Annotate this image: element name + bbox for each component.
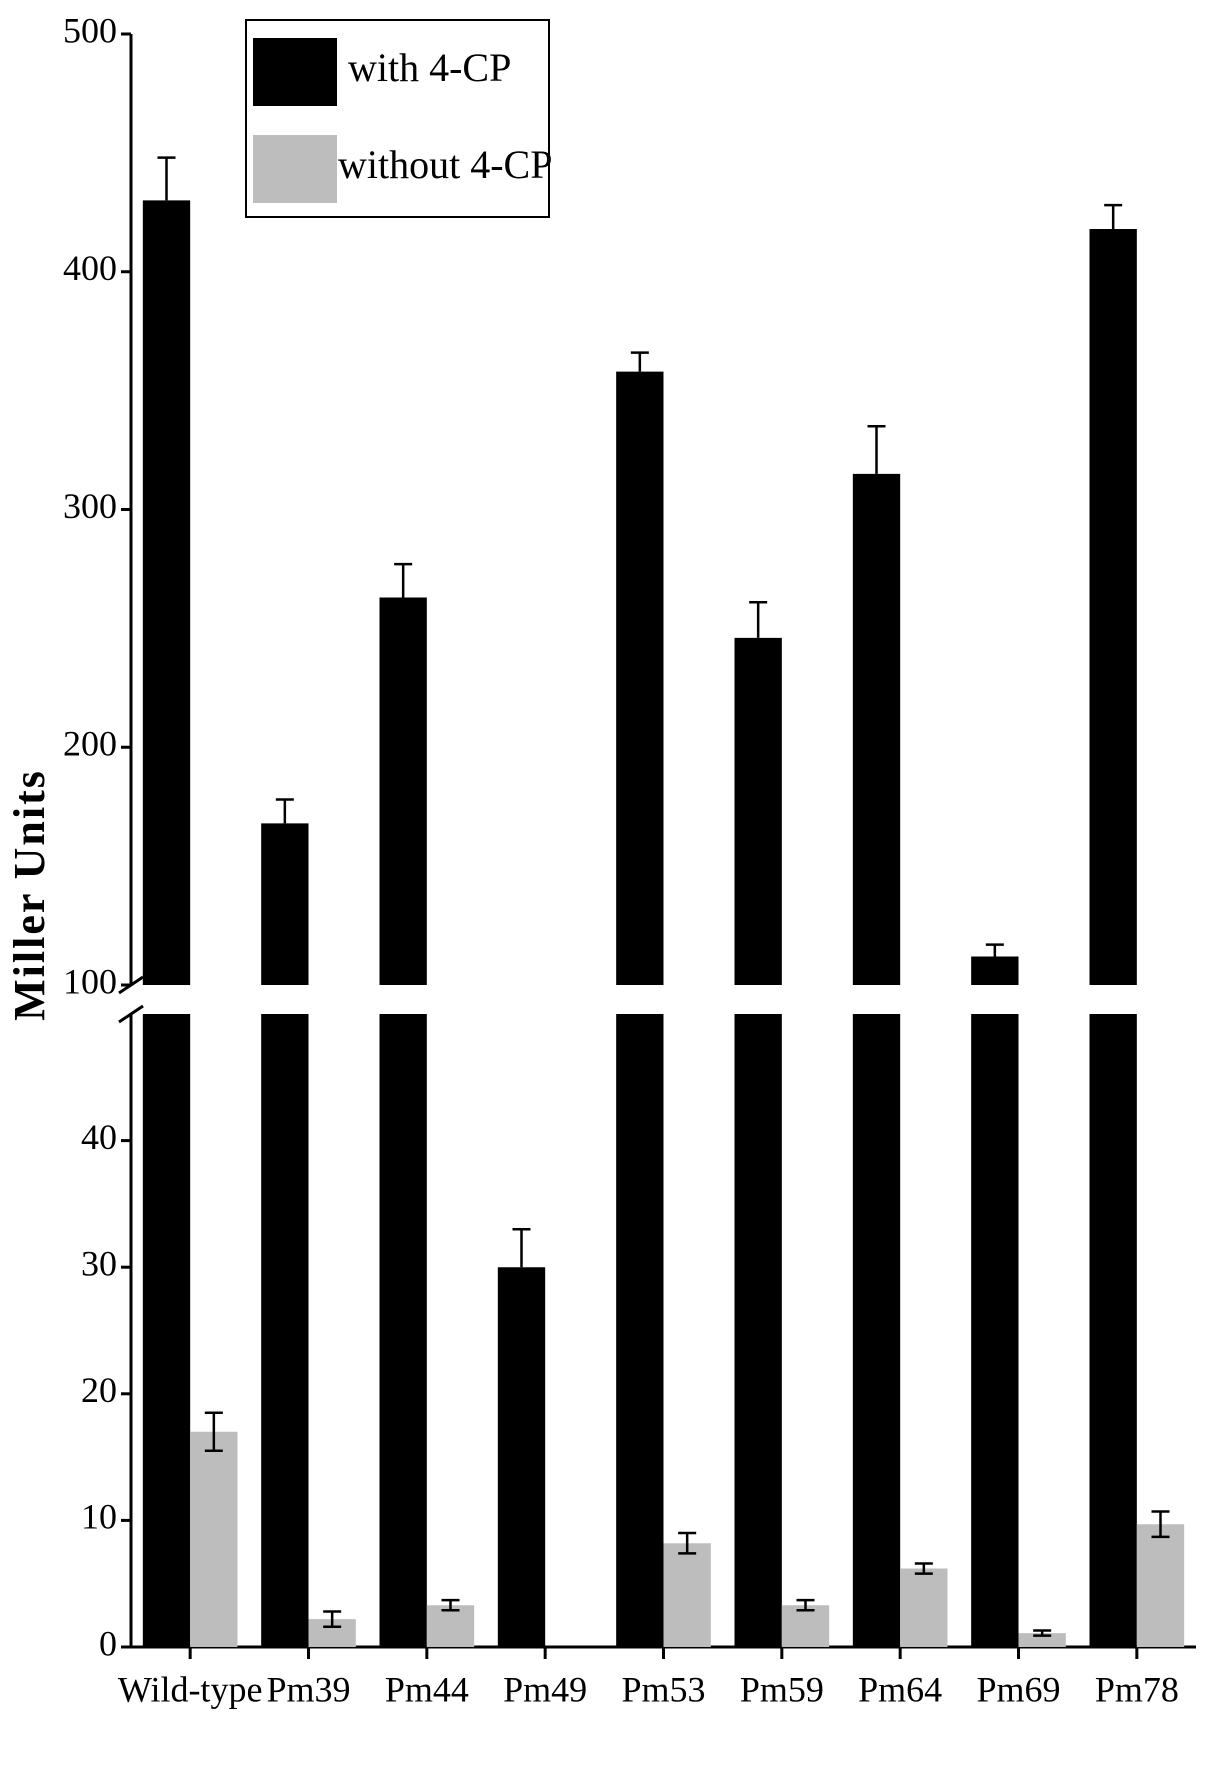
- error-bar: [1033, 1629, 1052, 1637]
- error-bar: [678, 1531, 697, 1555]
- error-bar: [394, 562, 413, 598]
- bar: [379, 597, 427, 1647]
- error-bar: [157, 156, 176, 201]
- error-bar: [796, 1598, 815, 1612]
- legend-label: without 4-CP: [338, 142, 552, 187]
- x-tick-label: Pm78: [1095, 1669, 1179, 1709]
- x-tick-label: Pm69: [976, 1669, 1060, 1709]
- y-tick-label: 200: [63, 724, 117, 764]
- bar: [190, 1431, 238, 1647]
- x-tick-label: Pm53: [621, 1669, 705, 1709]
- bar: [497, 1267, 546, 1647]
- error-bar: [441, 1598, 460, 1612]
- y-tick-label: 400: [63, 248, 117, 288]
- bar: [1018, 1633, 1066, 1647]
- y-tick-label: 20: [81, 1370, 117, 1410]
- y-tick-label: 100: [63, 961, 117, 1001]
- bar: [1089, 228, 1137, 1648]
- bar: [426, 1605, 475, 1647]
- error-bar: [630, 351, 649, 372]
- error-bar: [1104, 203, 1123, 229]
- y-tick-label: 0: [99, 1623, 117, 1663]
- error-bar: [749, 600, 768, 638]
- error-bar: [867, 425, 886, 474]
- bar: [1136, 1524, 1185, 1647]
- error-bar: [323, 1610, 342, 1628]
- error-bar: [914, 1562, 933, 1575]
- x-tick-label: Pm44: [385, 1669, 469, 1709]
- error-bar: [985, 943, 1004, 957]
- x-tick-label: Wild-type: [118, 1669, 263, 1709]
- error-bar: [1151, 1510, 1170, 1539]
- bar: [900, 1568, 948, 1647]
- x-tick-label: Pm39: [266, 1669, 350, 1709]
- bar: [142, 200, 191, 1647]
- error-bar: [512, 1227, 531, 1268]
- x-tick-label: Pm64: [858, 1669, 942, 1709]
- legend-label: with 4-CP: [348, 45, 511, 90]
- y-tick-label: 40: [81, 1117, 117, 1157]
- y-tick-label: 10: [81, 1497, 117, 1537]
- x-tick-label: Pm59: [740, 1669, 824, 1709]
- y-tick-label: 300: [63, 486, 117, 526]
- bar: [734, 637, 782, 1647]
- bar: [261, 823, 309, 1647]
- y-tick-label: 500: [63, 10, 117, 50]
- bar: [663, 1543, 711, 1647]
- error-bar: [204, 1411, 223, 1453]
- bar: [308, 1619, 356, 1647]
- error-bar: [275, 798, 294, 824]
- bar: [852, 473, 901, 1647]
- legend-swatch: [253, 38, 337, 106]
- y-tick-label: 30: [81, 1243, 117, 1283]
- x-tick-label: Pm49: [503, 1669, 587, 1709]
- bar: [616, 371, 664, 1648]
- bar: [971, 956, 1019, 1647]
- y-axis-label: Miller Units: [5, 769, 54, 1021]
- legend-swatch: [253, 135, 337, 203]
- bar: [781, 1605, 830, 1647]
